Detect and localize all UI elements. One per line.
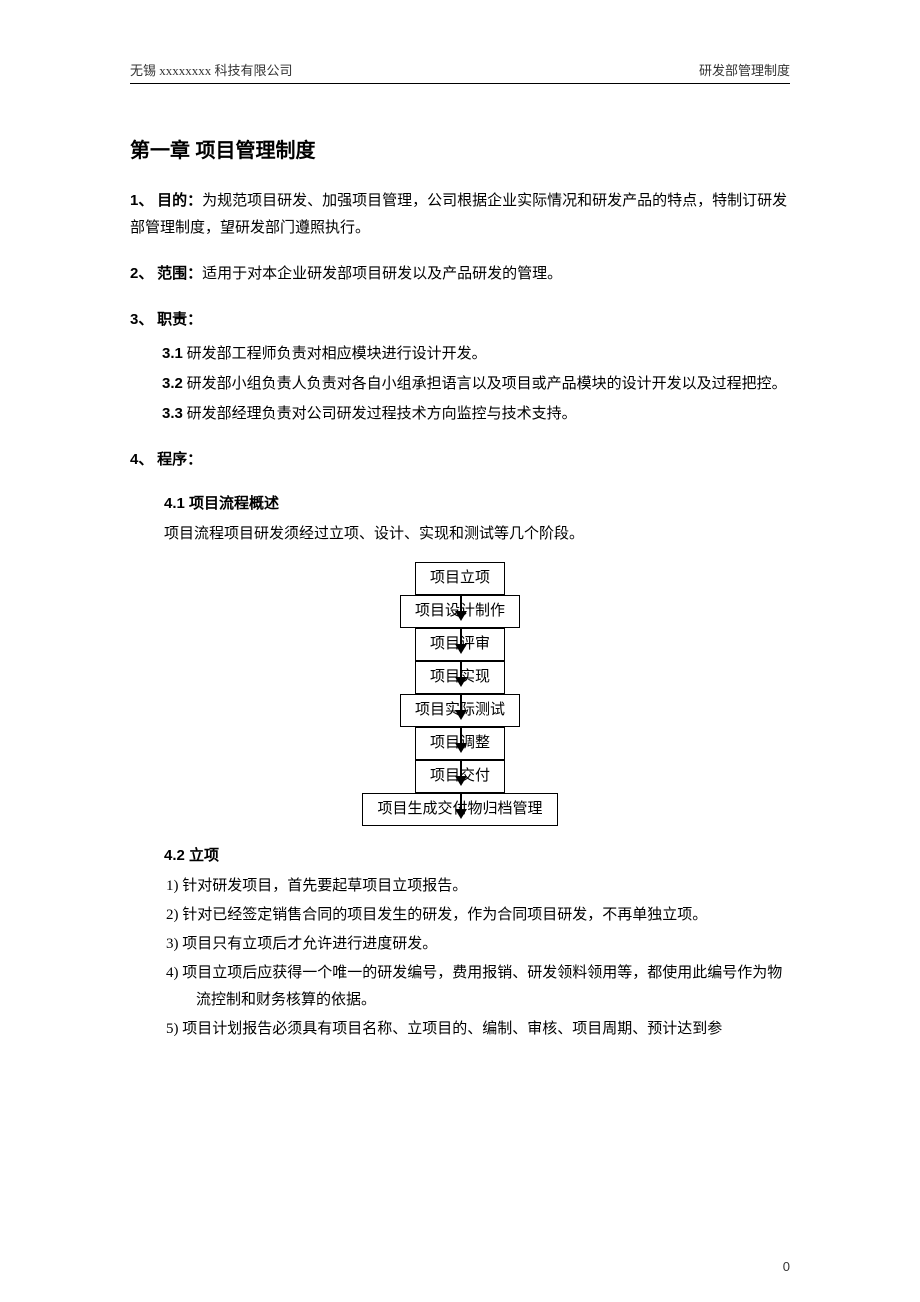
section-text: 为规范项目研发、加强项目管理，公司根据企业实际情况和研发产品的特点，特制订研发部… [130,193,787,236]
document-page: 无锡 xxxxxxxx 科技有限公司 研发部管理制度 第一章 项目管理制度 1、… [0,0,920,1302]
header-doc-title: 研发部管理制度 [699,60,790,79]
initiation-item: 1) 针对研发项目，首先要起草项目立项报告。 [130,873,790,900]
page-header: 无锡 xxxxxxxx 科技有限公司 研发部管理制度 [130,60,790,84]
sub-item-text: 研发部工程师负责对相应模块进行设计开发。 [187,346,487,362]
section-text: 适用于对本企业研发部项目研发以及产品研发的管理。 [202,266,562,282]
initiation-item: 4) 项目立项后应获得一个唯一的研发编号，费用报销、研发领料领用等，都使用此编号… [130,960,790,1014]
sub-item-text: 研发部小组负责人负责对各自小组承担语言以及项目或产品模块的设计开发以及过程把控。 [187,376,787,392]
section-responsibility: 3、 职责： [130,306,790,334]
sub-item-num: 3.3 [162,405,183,422]
chapter-title: 第一章 项目管理制度 [130,134,790,163]
flow-node: 项目立项 [415,562,505,595]
sub-heading-flow-overview: 4.1 项目流程概述 [164,492,790,513]
sub-item-text: 研发部经理负责对公司研发过程技术方向监控与技术支持。 [187,406,577,422]
list-text: 项目计划报告必须具有项目名称、立项目的、编制、审核、项目周期、预计达到参 [182,1021,722,1037]
section-purpose: 1、 目的：为规范项目研发、加强项目管理，公司根据企业实际情况和研发产品的特点，… [130,187,790,242]
section-num: 2、 [130,265,153,282]
header-company: 无锡 xxxxxxxx 科技有限公司 [130,60,293,79]
sub-item-num: 3.1 [162,345,183,362]
responsibility-item: 3.1 研发部工程师负责对相应模块进行设计开发。 [130,340,790,368]
section-label: 目的： [157,192,202,209]
list-num: 1) [166,878,179,894]
list-num: 2) [166,907,179,923]
sub-item-num: 3.2 [162,375,183,392]
initiation-item: 5) 项目计划报告必须具有项目名称、立项目的、编制、审核、项目周期、预计达到参 [130,1016,790,1043]
initiation-item: 3) 项目只有立项后才允许进行进度研发。 [130,931,790,958]
list-text: 项目只有立项后才允许进行进度研发。 [182,936,437,952]
sub-heading-initiation: 4.2 立项 [164,844,790,865]
section-num: 4、 [130,451,153,468]
section-num: 3、 [130,311,153,328]
section-label: 范围： [157,265,202,282]
list-text: 针对已经签定销售合同的项目发生的研发，作为合同项目研发，不再单独立项。 [182,907,707,923]
section-scope: 2、 范围：适用于对本企业研发部项目研发以及产品研发的管理。 [130,260,790,288]
flow-overview-intro: 项目流程项目研发须经过立项、设计、实现和测试等几个阶段。 [164,521,790,548]
list-num: 3) [166,936,179,952]
list-num: 4) [166,965,179,981]
list-text: 项目立项后应获得一个唯一的研发编号，费用报销、研发领料领用等，都使用此编号作为物… [182,965,782,1008]
section-num: 1、 [130,192,153,209]
responsibility-item: 3.3 研发部经理负责对公司研发过程技术方向监控与技术支持。 [130,400,790,428]
page-number: 0 [783,1259,790,1274]
list-num: 5) [166,1021,179,1037]
responsibility-item: 3.2 研发部小组负责人负责对各自小组承担语言以及项目或产品模块的设计开发以及过… [130,370,790,398]
section-label: 职责： [157,311,202,328]
initiation-item: 2) 针对已经签定销售合同的项目发生的研发，作为合同项目研发，不再单独立项。 [130,902,790,929]
project-flowchart: 项目立项 项目设计制作 项目评审 项目实现 项目实际测试 项目调整 项目交付 项… [130,562,790,826]
list-text: 针对研发项目，首先要起草项目立项报告。 [182,878,467,894]
section-procedure: 4、 程序： [130,446,790,474]
section-label: 程序： [157,451,202,468]
